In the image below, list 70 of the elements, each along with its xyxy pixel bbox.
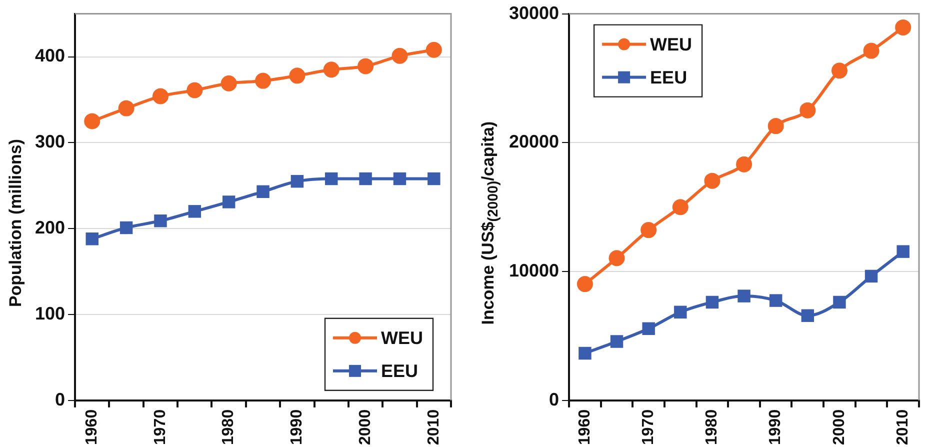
point — [768, 118, 784, 134]
point — [610, 335, 624, 348]
point — [704, 172, 720, 189]
point — [154, 214, 167, 228]
y-tick-label: 300 — [34, 132, 66, 152]
legend-label: WEU — [650, 34, 692, 54]
x-tick-label: 2000 — [830, 409, 848, 445]
x-tick-label: 1960 — [84, 409, 101, 445]
x-tick-label: 1990 — [767, 409, 784, 445]
point — [220, 75, 237, 92]
point — [674, 306, 687, 318]
legend-label: EEU — [650, 67, 688, 88]
y-tick-label: 0 — [549, 389, 560, 410]
point — [359, 172, 372, 186]
point — [290, 174, 304, 188]
point — [426, 42, 442, 58]
x-tick-label: 1970 — [152, 409, 169, 445]
legend-label: WEU — [381, 328, 424, 348]
point — [738, 290, 750, 302]
point — [672, 199, 688, 216]
point — [608, 250, 625, 266]
point — [428, 172, 440, 186]
point — [392, 48, 408, 64]
point — [289, 68, 306, 84]
point — [255, 72, 272, 89]
point — [152, 88, 168, 104]
point — [769, 294, 782, 307]
point — [323, 62, 340, 78]
point — [864, 270, 878, 283]
point — [642, 322, 655, 335]
x-tick-label: 1980 — [220, 409, 238, 445]
point — [256, 185, 270, 198]
y-tick-label: 30000 — [508, 2, 560, 23]
point — [186, 82, 203, 98]
y-tick-label: 400 — [34, 46, 66, 66]
legend-label: EEU — [381, 360, 418, 381]
point — [393, 172, 406, 186]
x-tick-label: 1970 — [640, 409, 657, 445]
x-tick-label: 1980 — [704, 409, 721, 445]
point — [863, 42, 880, 59]
y-tick-label: 10000 — [508, 260, 560, 281]
y-tick-label: 20000 — [508, 132, 560, 152]
x-tick-label: 1990 — [288, 409, 306, 445]
point — [736, 156, 752, 172]
point — [86, 232, 98, 246]
point — [800, 102, 816, 118]
y-axis-title: Population (millions) — [6, 138, 26, 308]
point — [706, 296, 719, 309]
point — [120, 221, 133, 234]
point — [84, 113, 100, 130]
point — [188, 205, 202, 218]
x-tick-label: 2000 — [356, 409, 374, 445]
y-tick-label: 0 — [55, 389, 66, 410]
point — [578, 346, 592, 360]
point — [895, 19, 912, 36]
x-tick-label: 2010 — [894, 409, 912, 445]
x-tick-label: 1960 — [576, 409, 594, 445]
point — [325, 172, 338, 186]
point — [222, 196, 236, 208]
point — [896, 245, 910, 258]
point — [118, 100, 134, 116]
y-tick-label: 200 — [34, 218, 66, 238]
y-tick-label: 100 — [34, 303, 66, 324]
point — [833, 296, 846, 309]
point — [640, 222, 657, 238]
point — [358, 58, 374, 74]
point — [801, 309, 814, 322]
point — [831, 62, 848, 79]
x-tick-label: 2010 — [425, 409, 442, 445]
point — [576, 276, 593, 292]
